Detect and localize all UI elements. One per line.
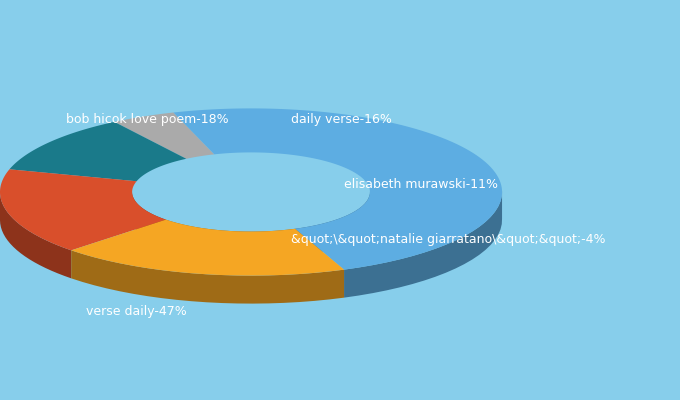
Text: elisabeth murawski-11%: elisabeth murawski-11% — [343, 178, 498, 190]
Polygon shape — [132, 192, 166, 248]
Polygon shape — [173, 108, 502, 270]
Polygon shape — [71, 250, 344, 304]
Polygon shape — [344, 191, 502, 298]
Polygon shape — [10, 122, 186, 181]
Polygon shape — [0, 169, 166, 250]
Polygon shape — [114, 112, 214, 159]
Text: bob hicok love poem-18%: bob hicok love poem-18% — [66, 114, 228, 126]
Polygon shape — [71, 220, 344, 276]
Polygon shape — [166, 220, 295, 260]
Text: &quot;\&quot;natalie giarratano\&quot;&quot;-4%: &quot;\&quot;natalie giarratano\&quot;&q… — [290, 234, 605, 246]
Polygon shape — [0, 192, 71, 278]
Polygon shape — [295, 192, 370, 257]
Text: daily verse-16%: daily verse-16% — [290, 114, 392, 126]
Text: verse daily-47%: verse daily-47% — [86, 306, 186, 318]
